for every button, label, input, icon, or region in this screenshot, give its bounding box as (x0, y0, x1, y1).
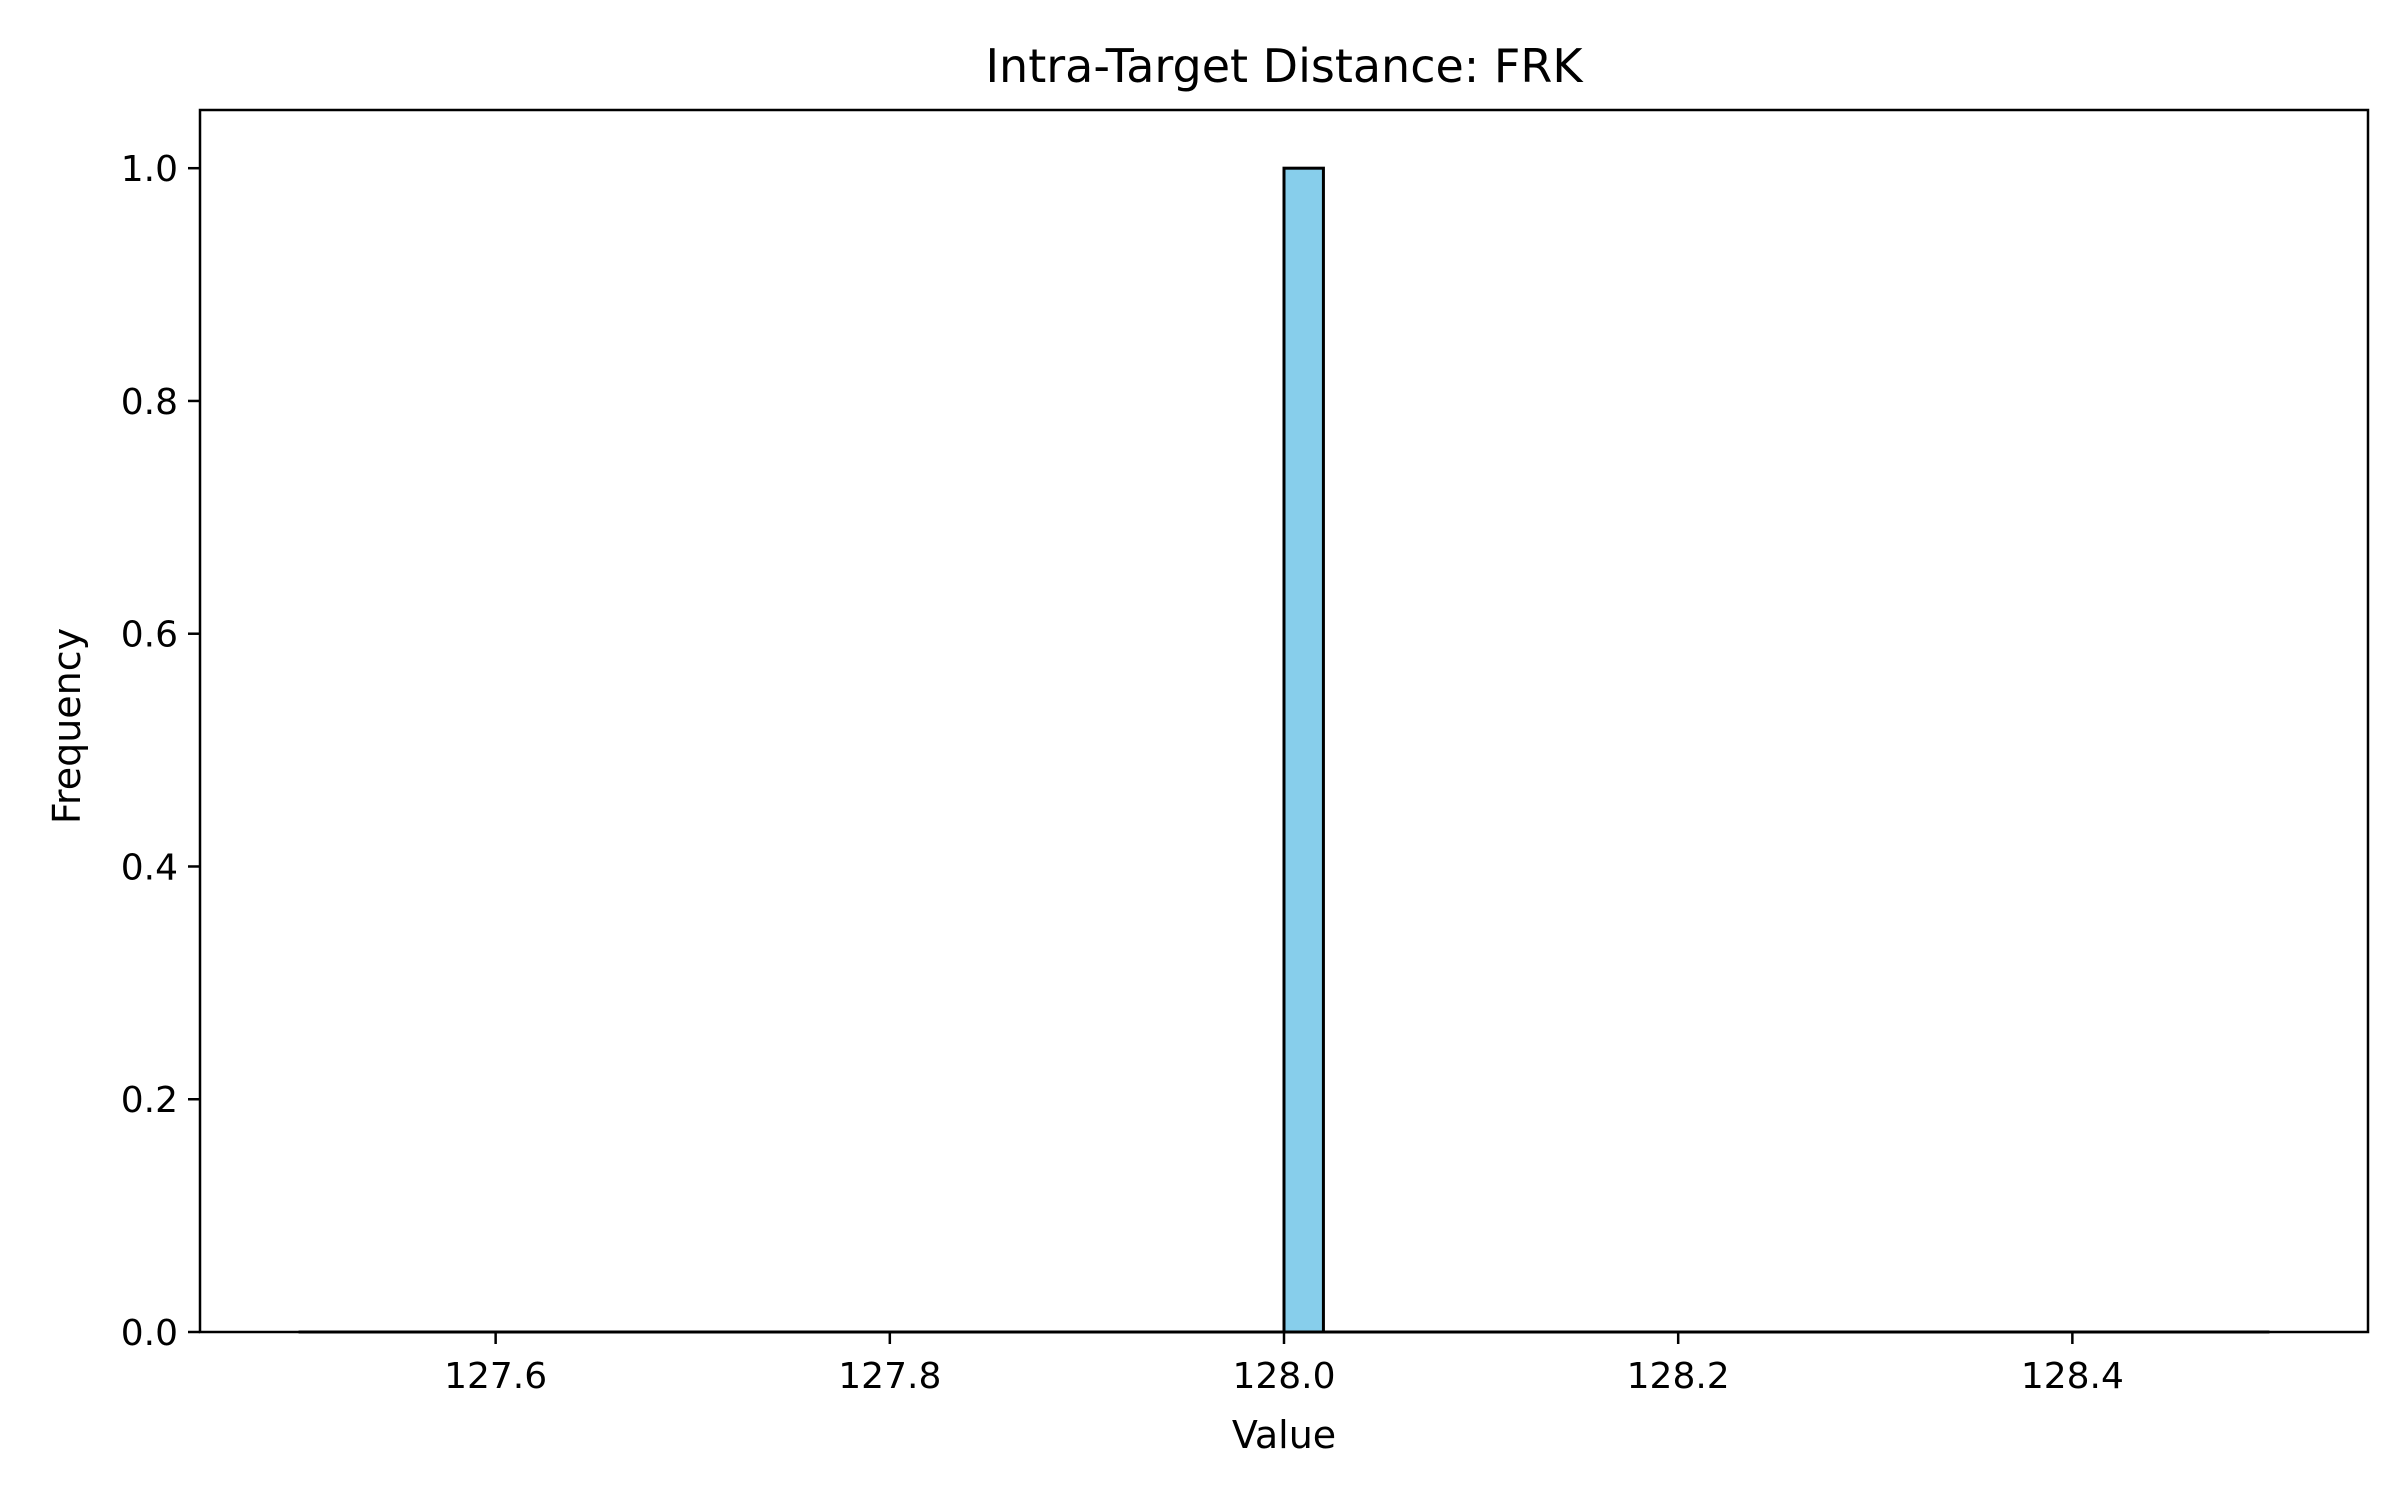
x-tick-label-3: 128.2 (1627, 1356, 1730, 1397)
x-tick-label-0: 127.6 (444, 1356, 547, 1397)
y-tick-label-0: 0.0 (121, 1313, 178, 1354)
y-tick-label-4: 0.8 (121, 382, 178, 423)
y-tick-label-1: 0.2 (121, 1080, 178, 1121)
x-axis-label: Value (1232, 1413, 1336, 1457)
y-tick-label-5: 1.0 (121, 149, 178, 190)
x-tick-label-2: 128.0 (1232, 1356, 1335, 1397)
histogram-bar-0 (1282, 166, 1325, 1334)
plot-area: 127.6 127.8 128.0 128.2 128.4 0.0 0.2 0.4 0.6 0.8… (121, 108, 2370, 1397)
x-tick-label-1: 127.8 (838, 1356, 941, 1397)
chart-title: Intra-Target Distance: FRK (985, 39, 1584, 93)
x-tick-label-4: 128.4 (2021, 1356, 2124, 1397)
y-axis-label: Frequency (45, 628, 89, 824)
y-tick-label-3: 0.6 (121, 615, 178, 656)
y-tick-label-2: 0.4 (121, 847, 178, 888)
